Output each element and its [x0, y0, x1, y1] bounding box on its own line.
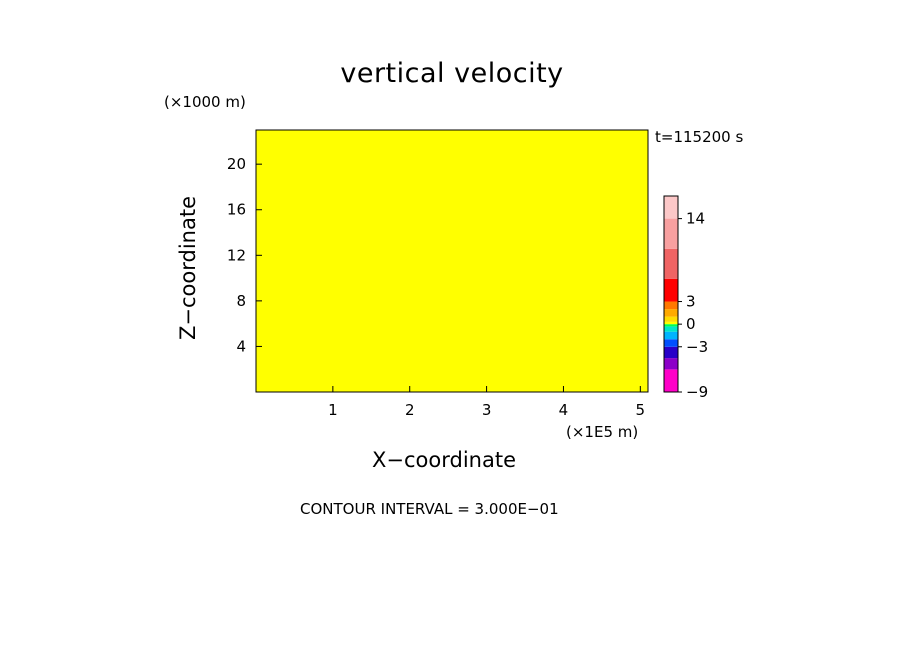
x-tick-label: 4 [559, 401, 569, 419]
positive-streaks [256, 130, 648, 392]
y-tick-label: 4 [236, 337, 246, 355]
colorbar-tick-label: 3 [686, 293, 696, 311]
velocity-field [256, 130, 648, 392]
plot-frame [255, 129, 649, 393]
colorbar-bin [664, 326, 678, 332]
y-tick-label: 8 [236, 292, 246, 310]
colorbar-bin [664, 301, 678, 310]
colorbar-frame [663, 195, 679, 393]
colorbar-bin [664, 316, 678, 322]
colorbar-bin [664, 248, 678, 279]
colorbar-tick-label: −9 [686, 383, 708, 401]
colorbar-bin [664, 331, 678, 340]
chart-title: vertical velocity [340, 58, 564, 89]
colorbar-bin [664, 346, 678, 359]
x-tick-label: 3 [482, 401, 492, 419]
x-tick-label: 5 [636, 401, 646, 419]
y-axis-unit: (×1000 m) [164, 93, 246, 111]
colorbar-tick-label: 14 [686, 210, 705, 228]
x-axis-unit: (×1E5 m) [566, 423, 639, 441]
colorbar-bin [664, 369, 678, 392]
x-tick-label: 1 [328, 401, 338, 419]
colorbar-bin [664, 324, 678, 327]
contour-interval-note: CONTOUR INTERVAL = 3.000E−01 [300, 500, 559, 518]
y-tick-label: 12 [227, 246, 246, 264]
x-ticks: 1 2 3 4 5 [328, 386, 645, 419]
colorbar-bin [664, 196, 678, 219]
x-axis-label: X−coordinate [372, 448, 516, 472]
colorbar-tick-label: 0 [686, 315, 696, 333]
colorbar-bin [664, 278, 678, 302]
y-tick-label: 20 [227, 155, 246, 173]
colorbar-bin [664, 309, 678, 317]
colorbar-bin [664, 358, 678, 370]
y-tick-label: 16 [227, 201, 246, 219]
time-label: t=115200 s [655, 128, 744, 146]
y-ticks: 4 8 12 16 20 [227, 155, 262, 355]
colorbar: 14 3 0 −3 −9 [663, 195, 708, 401]
colorbar-tick-label: −3 [686, 338, 708, 356]
colorbar-bin [664, 218, 678, 249]
colorbar-bin [664, 339, 678, 347]
x-tick-label: 2 [405, 401, 415, 419]
colorbar-bin [664, 321, 678, 325]
